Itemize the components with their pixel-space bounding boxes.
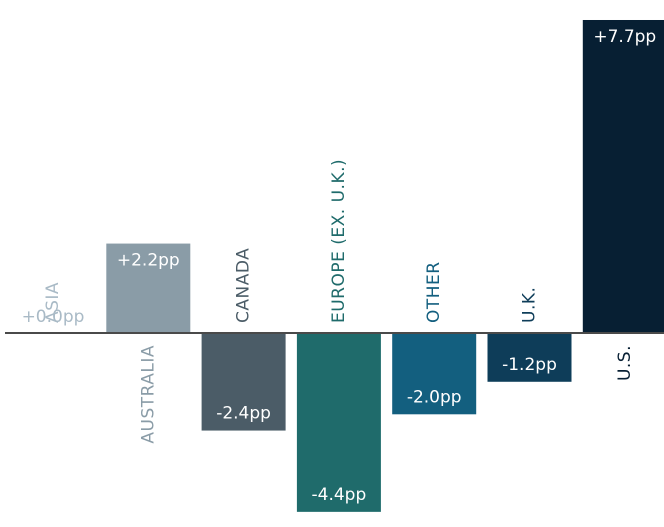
category-label-u-s: U.S. xyxy=(615,345,635,381)
data-label-asia: +0.0pp xyxy=(22,307,85,327)
category-label-europe-ex-u-k: EUROPE (EX. U.K.) xyxy=(329,159,349,323)
category-label-u-k: U.K. xyxy=(520,287,540,323)
category-label-other: OTHER xyxy=(424,261,444,323)
data-label-europe-ex-u-k: -4.4pp xyxy=(312,485,367,505)
data-label-australia: +2.2pp xyxy=(117,251,180,271)
bar-u-s xyxy=(582,19,664,334)
data-label-canada: -2.4pp xyxy=(216,404,271,424)
bar-u-k xyxy=(487,333,572,382)
data-label-u-k: -1.2pp xyxy=(502,355,557,375)
bar-other xyxy=(392,333,477,415)
data-label-other: -2.0pp xyxy=(407,387,462,407)
data-label-u-s: +7.7pp xyxy=(593,27,656,47)
bar-europe-ex-u-k xyxy=(296,333,381,512)
bar-australia xyxy=(106,243,191,333)
category-label-canada: CANADA xyxy=(234,248,254,323)
category-label-australia: AUSTRALIA xyxy=(138,345,158,444)
category-label-asia: ASIA xyxy=(43,282,63,323)
bar-canada xyxy=(201,333,286,431)
bars-layer xyxy=(106,19,664,512)
